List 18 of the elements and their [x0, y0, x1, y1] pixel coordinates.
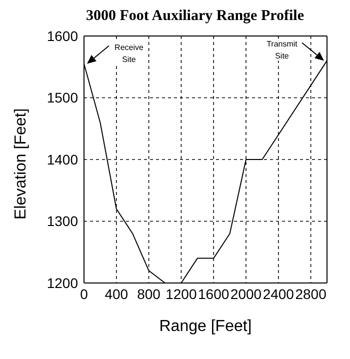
- x-tick-label: 2800: [295, 286, 327, 302]
- y-tick-label: 1500: [46, 90, 78, 106]
- x-tick-label: 2000: [230, 286, 262, 302]
- y-axis-title: Elevation [Feet]: [12, 108, 30, 220]
- chart-title: 3000 Foot Auxiliary Range Profile: [84, 8, 306, 25]
- annotation: Transmit Site: [266, 40, 298, 61]
- x-tick-label: 400: [104, 286, 128, 302]
- x-axis-title: Range [Feet]: [159, 318, 252, 335]
- x-tick-label: 1200: [166, 286, 197, 302]
- annotation: Receive Site: [114, 42, 144, 64]
- x-tick-label: 0: [80, 286, 88, 302]
- x-tick-label: 1600: [198, 286, 230, 302]
- x-tick-label: 2400: [262, 286, 294, 302]
- y-tick-label: 1200: [46, 274, 78, 291]
- y-tick-label: 1300: [46, 213, 78, 230]
- y-tick-label: 1600: [46, 28, 78, 44]
- y-tick-label: 1400: [46, 151, 78, 168]
- x-tick-label: 800: [137, 286, 161, 302]
